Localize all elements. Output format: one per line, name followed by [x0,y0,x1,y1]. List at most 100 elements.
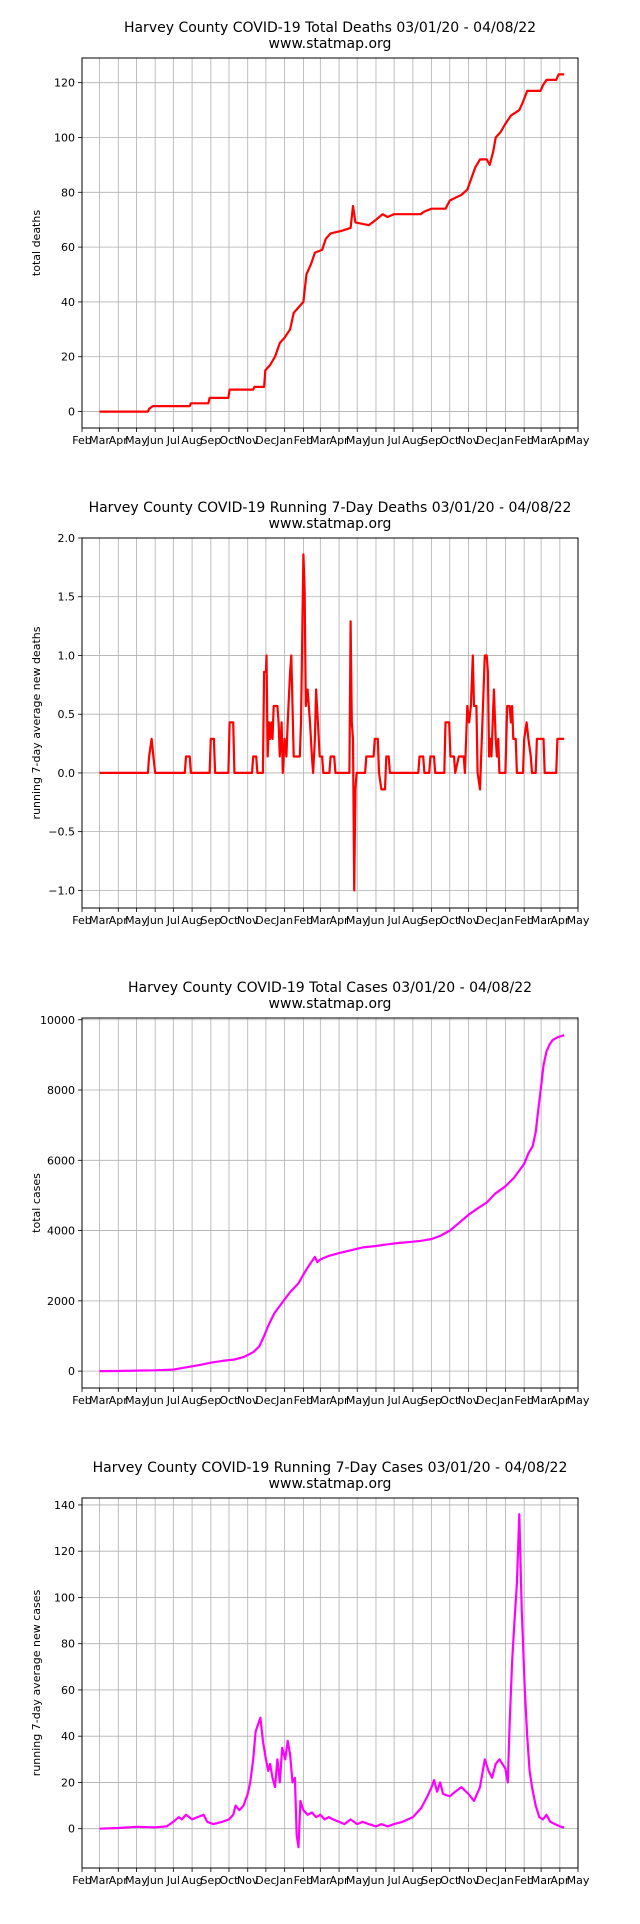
x-tick-label: Apr [109,434,129,447]
x-tick-label: Sep [421,914,442,927]
x-tick-label: May [125,1394,148,1407]
y-tick-label: −0.5 [48,826,75,839]
x-tick-label: Apr [109,914,129,927]
x-tick-label: Feb [514,434,533,447]
x-tick-label: Jun [366,434,384,447]
x-tick-label: Aug [402,1874,423,1887]
x-tick-label: Jan [275,914,293,927]
x-tick-label: May [125,1874,148,1887]
x-tick-label: Mar [310,1874,331,1887]
x-tick-label: Sep [200,914,221,927]
x-tick-label: May [346,1394,369,1407]
x-tick-label: Mar [531,434,552,447]
y-tick-label: 20 [61,1776,75,1789]
x-tick-label: Jul [386,1394,400,1407]
x-tick-label: Oct [219,1394,239,1407]
y-tick-label: 4000 [47,1225,75,1238]
x-tick-label: Apr [330,1394,350,1407]
chart-2: Harvey County COVID-19 Running 7-Day Dea… [30,500,590,927]
data-series-line [99,553,565,892]
plot-frame [81,537,579,909]
y-axis-label: running 7-day average new deaths [30,626,43,819]
x-tick-label: Jun [146,434,164,447]
y-tick-label: 80 [61,1638,75,1651]
x-tick-label: May [346,1874,369,1887]
x-tick-label: Feb [72,434,91,447]
x-tick-label: Jul [166,914,180,927]
y-tick-label: −1.0 [48,884,75,897]
x-tick-label: Oct [440,434,460,447]
x-tick-label: Feb [294,1874,313,1887]
plot-frame [81,1017,579,1389]
x-tick-label: Aug [402,1394,423,1407]
x-tick-label: May [346,914,369,927]
x-tick-label: Dec [255,1394,276,1407]
x-tick-label: Jul [386,1874,400,1887]
x-tick-label: Feb [514,1394,533,1407]
x-tick-label: Jan [496,1874,514,1887]
x-tick-label: Jun [366,1394,384,1407]
x-tick-label: Aug [181,1394,202,1407]
x-tick-label: Jun [146,914,164,927]
y-tick-label: 1.0 [58,649,76,662]
x-tick-label: Apr [550,434,570,447]
x-tick-label: Feb [72,914,91,927]
x-tick-label: Jan [275,1874,293,1887]
x-tick-label: Nov [458,434,480,447]
x-tick-label: Nov [237,1394,259,1407]
plot-frame [81,57,579,429]
x-tick-label: Aug [402,434,423,447]
chart-subtitle: www.statmap.org [269,36,392,52]
x-tick-label: Aug [402,914,423,927]
chart-title: Harvey County COVID-19 Running 7-Day Cas… [93,1460,568,1476]
x-tick-label: Jul [166,1874,180,1887]
x-tick-label: Mar [531,1394,552,1407]
x-tick-label: Sep [200,1874,221,1887]
x-tick-label: May [125,434,148,447]
chart-title: Harvey County COVID-19 Total Cases 03/01… [128,980,532,996]
y-tick-label: 100 [54,131,75,144]
y-tick-label: 100 [54,1591,75,1604]
y-axis-label: total cases [30,1173,43,1233]
x-tick-label: Jan [275,1394,293,1407]
x-tick-label: Feb [72,1394,91,1407]
x-tick-label: Mar [310,1394,331,1407]
x-tick-label: Jan [496,1394,514,1407]
x-tick-label: Jan [275,434,293,447]
x-tick-label: Aug [181,914,202,927]
y-axis-label: running 7-day average new cases [30,1590,43,1777]
chart-1: Harvey County COVID-19 Total Deaths 03/0… [30,20,590,447]
data-series-line [99,1513,565,1849]
x-tick-label: Jul [166,1394,180,1407]
x-tick-label: Sep [421,1874,442,1887]
data-series-line [99,1034,565,1373]
x-tick-label: Nov [237,1874,259,1887]
x-tick-label: Apr [550,914,570,927]
x-tick-label: Dec [255,1874,276,1887]
x-tick-label: Feb [72,1874,91,1887]
x-tick-label: Mar [310,434,331,447]
y-tick-label: 0 [68,1365,75,1378]
x-tick-label: May [125,914,148,927]
y-tick-label: 0 [68,1823,75,1836]
y-tick-label: 80 [61,186,75,199]
chart-title: Harvey County COVID-19 Total Deaths 03/0… [124,20,536,36]
x-tick-label: Mar [89,434,110,447]
x-tick-label: Feb [514,1874,533,1887]
y-tick-label: 40 [61,1730,75,1743]
x-tick-label: Jun [366,914,384,927]
y-tick-label: 2000 [47,1295,75,1308]
x-tick-label: Dec [476,914,497,927]
x-tick-label: Oct [219,434,239,447]
x-tick-label: Feb [294,434,313,447]
y-tick-label: 6000 [47,1154,75,1167]
x-tick-label: Feb [514,914,533,927]
x-tick-label: May [567,434,590,447]
x-tick-label: May [567,914,590,927]
chart-3: Harvey County COVID-19 Total Cases 03/01… [30,980,590,1407]
y-tick-label: 10000 [40,1014,75,1027]
x-tick-label: May [567,1394,590,1407]
x-tick-label: Jun [146,1394,164,1407]
